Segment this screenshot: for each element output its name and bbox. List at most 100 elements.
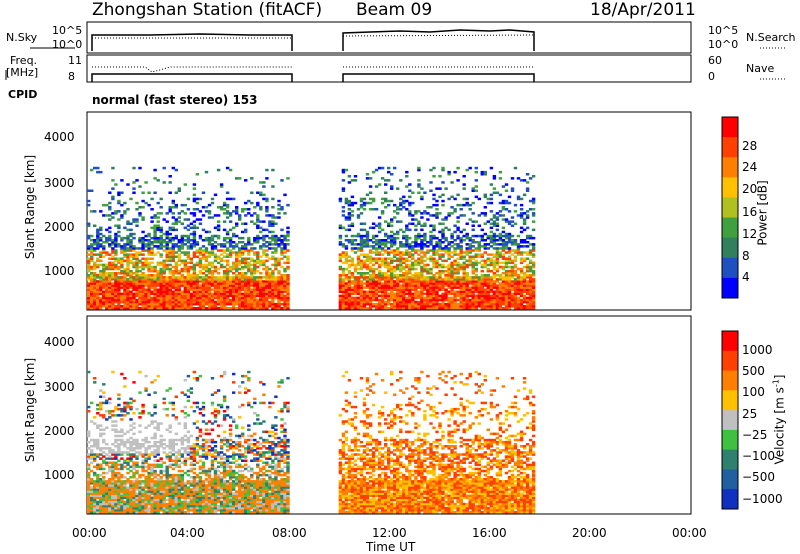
power-cells-cell-4199 <box>513 298 518 302</box>
power-cells-cell-1797 <box>247 212 251 215</box>
power-cells-cell-3760 <box>474 282 478 285</box>
power-cells-cell-3180 <box>423 307 427 310</box>
power-cells-cell-256 <box>108 206 112 209</box>
velocity-cells-cell-190 <box>102 416 106 419</box>
power-cells-cell-2240 <box>338 241 343 244</box>
power-cells-cell-2419 <box>356 288 361 291</box>
power-cells-cell-2117 <box>277 245 281 248</box>
power-cells-cell-281 <box>111 255 115 258</box>
velocity-cbar-tick-n1000: −1000 <box>742 492 783 506</box>
power-cells-cell-4123 <box>504 199 509 203</box>
power-cells-cell-31 <box>87 203 91 207</box>
power-cells-cell-4033 <box>498 261 503 265</box>
power-cells-cell-1976 <box>265 280 269 283</box>
velocity-cells-cell-368 <box>120 506 124 510</box>
power-cells-cell-3295 <box>432 261 436 265</box>
velocity-cells-cell-80 <box>93 459 97 462</box>
power-cells-cell-3320 <box>435 294 439 298</box>
power-cells-cell-226 <box>108 298 112 302</box>
power-cells-cell-2021 <box>268 236 272 240</box>
power-cells-cell-3732 <box>471 265 475 269</box>
power-cells-cell-2771 <box>387 257 391 260</box>
power-cells-cell-3463 <box>447 269 451 273</box>
power-cells-cell-3571 <box>456 236 460 240</box>
power-cells-cell-2833 <box>393 286 397 289</box>
power-cells-cell-1529 <box>222 208 227 211</box>
power-cells-cell-2053 <box>271 236 275 240</box>
power-cells-cell-4085 <box>501 199 506 203</box>
power-cells-cell-2464 <box>359 249 364 252</box>
power-cells-cell-3063 <box>411 245 415 248</box>
power-cells-cell-3114 <box>417 282 421 285</box>
power-cells-cell-1614 <box>232 282 236 285</box>
power-cells-cell-2098 <box>277 300 281 304</box>
power-cells-cell-1805 <box>250 296 254 300</box>
power-cells-cell-1297 <box>201 276 206 279</box>
power-cells-cell-1554 <box>225 255 230 258</box>
power-cells-cell-646 <box>144 282 148 285</box>
velocity-cells-cell-442 <box>126 492 130 495</box>
power-cells-cell-1270 <box>198 259 203 263</box>
power-cells-cell-3723 <box>471 286 475 289</box>
power-cells-cell-3506 <box>450 241 454 244</box>
power-cells-cell-2845 <box>393 251 397 254</box>
power-cells-cell-1618 <box>232 272 236 275</box>
power-cells-cell-415 <box>123 267 127 271</box>
power-cells-cell-1199 <box>192 255 197 258</box>
power-cells-cell-2272 <box>341 226 346 230</box>
power-cells-cell-3101 <box>414 218 418 221</box>
power-cells-cell-2966 <box>405 292 409 296</box>
power-cells-cell-1091 <box>183 284 187 287</box>
power-cells-cell-3426 <box>444 290 448 293</box>
power-cells-cell-2907 <box>399 267 403 271</box>
power-cells-cell-3161 <box>420 261 424 265</box>
power-cells-cell-2784 <box>387 166 391 170</box>
power-cells-cell-1163 <box>189 276 194 279</box>
power-cells-cell-1427 <box>213 265 218 269</box>
power-cells-cell-804 <box>159 298 163 302</box>
power-cells-cell-1378 <box>210 307 215 310</box>
power-cells-cell-2947 <box>402 259 406 263</box>
power-cells-cell-4219 <box>513 249 518 252</box>
power-cells-cell-748 <box>153 267 157 271</box>
power-cells-cell-1088 <box>183 290 187 293</box>
power-cells-cell-2662 <box>377 265 382 269</box>
power-cells-cell-807 <box>159 292 163 296</box>
power-cells-cell-3031 <box>408 212 412 215</box>
velocity-cells-cell-174 <box>102 484 106 487</box>
power-cells-cell-404 <box>123 290 127 293</box>
power-cells-cell-4415 <box>531 214 536 217</box>
power-cells-cell-2420 <box>356 286 361 289</box>
power-cells-cell-398 <box>123 302 127 306</box>
power-cells-cell-367 <box>120 300 124 304</box>
power-cells-cell-3340 <box>435 241 439 244</box>
power-cells-cell-4025 <box>498 288 503 291</box>
velocity-cells-cell-100 <box>96 492 100 495</box>
power-cells-cell-693 <box>147 239 151 242</box>
power-cells-cell-643 <box>144 290 148 293</box>
power-cells-cell-1006 <box>174 243 178 246</box>
power-cells-cell-4147 <box>507 259 512 263</box>
power-cells-cell-497 <box>129 228 133 232</box>
power-cells-cell-3553 <box>456 290 460 293</box>
power-cells-cell-1551 <box>225 263 230 267</box>
power-cells-cell-1039 <box>177 253 181 256</box>
power-cells-cell-2063 <box>271 185 275 188</box>
power-cells-cell-1071 <box>180 245 184 248</box>
power-cells-cell-1305 <box>201 251 206 254</box>
power-cells-cell-715 <box>150 265 154 269</box>
power-cells-cell-4336 <box>525 267 530 271</box>
velocity-cells-cell-356 <box>117 445 121 448</box>
power-cells-cell-3756 <box>474 290 478 293</box>
power-cells-cell-1075 <box>180 236 184 240</box>
power-cells-cell-3397 <box>441 269 445 273</box>
power-cells-cell-3880 <box>486 296 490 300</box>
power-cells-cell-3146 <box>420 294 424 298</box>
power-cells-cell-1334 <box>204 257 209 260</box>
velocity-cells-cell-136 <box>99 488 103 491</box>
power-cells-cell-776 <box>156 284 160 287</box>
power-cells-cell-2127 <box>280 302 284 306</box>
velocity-cells-cell-342 <box>117 484 121 487</box>
power-cells-cell-2664 <box>377 259 382 263</box>
power-cells-cell-2762 <box>387 280 391 283</box>
